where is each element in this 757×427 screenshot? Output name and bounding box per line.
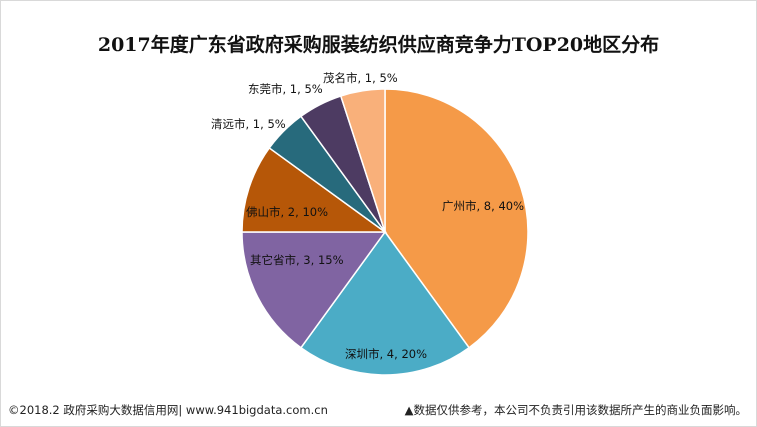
footer-source: ©2018.2 政府采购大数据信用网| www.941bigdata.com.c… [8, 403, 328, 417]
pie-slice-2 [299, 230, 471, 376]
chart-title: 2017年度广东省政府采购服装纺织供应商竞争力TOP20地区分布 [97, 34, 660, 56]
pie-slice-1 [384, 88, 529, 349]
data-label-6: 东莞市, 1, 5% [248, 82, 323, 96]
data-label-5: 清远市, 1, 5% [211, 117, 286, 131]
pie-slice-7 [339, 88, 386, 233]
data-label-7: 茂名市, 1, 5% [323, 71, 398, 85]
data-label-1: 广州市, 8, 40% [442, 199, 524, 213]
pie-labels: 广州市, 8, 40% 深圳市, 4, 20% 其它省市, 3, 15% 佛山市, 2… [211, 71, 524, 361]
data-label-4: 佛山市, 2, 10% [246, 205, 328, 219]
pie-slice-3 [241, 231, 387, 349]
pie-slices [241, 88, 529, 376]
data-label-3: 其它省市, 3, 15% [250, 253, 344, 267]
footer-disclaimer: ▲数据仅供参考，本公司不负责引用该数据所产生的商业负面影响。 [404, 403, 747, 417]
pie-slice-4 [241, 146, 388, 233]
data-label-2: 深圳市, 4, 20% [345, 347, 427, 361]
